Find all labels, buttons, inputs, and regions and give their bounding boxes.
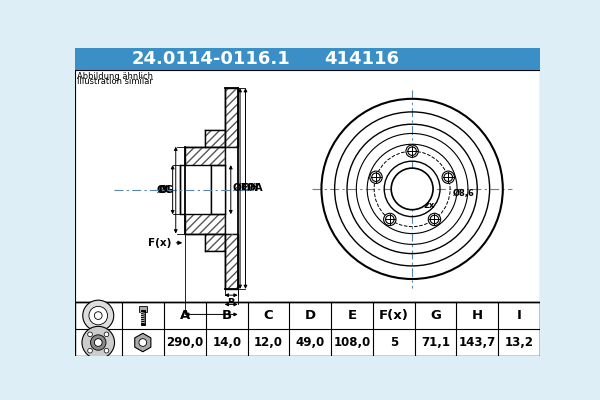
Text: 290,0: 290,0 — [166, 336, 203, 349]
Text: 5: 5 — [390, 336, 398, 349]
Text: ØG: ØG — [157, 185, 174, 195]
FancyBboxPatch shape — [75, 302, 540, 356]
Circle shape — [391, 168, 433, 210]
Circle shape — [317, 95, 506, 283]
Circle shape — [94, 312, 102, 320]
Circle shape — [82, 326, 115, 359]
Text: B: B — [227, 298, 235, 308]
Text: 24.0114-0116.1: 24.0114-0116.1 — [131, 50, 290, 68]
Text: C (MTH): C (MTH) — [229, 308, 272, 318]
Text: F(x): F(x) — [379, 309, 409, 322]
Polygon shape — [224, 234, 238, 289]
Text: D: D — [305, 309, 316, 322]
Text: 14,0: 14,0 — [212, 336, 241, 349]
Polygon shape — [185, 146, 224, 234]
Text: ØE: ØE — [232, 183, 248, 193]
Text: ØI: ØI — [158, 185, 171, 195]
Text: I: I — [517, 309, 521, 322]
Text: Abbildung ähnlich: Abbildung ähnlich — [77, 72, 154, 81]
Text: 143,7: 143,7 — [459, 336, 496, 349]
Text: 49,0: 49,0 — [296, 336, 325, 349]
Text: 414116: 414116 — [324, 50, 399, 68]
Text: 2x: 2x — [423, 201, 434, 210]
Text: Illustration similar: Illustration similar — [77, 77, 153, 86]
Circle shape — [444, 173, 452, 182]
Text: C: C — [264, 309, 274, 322]
Circle shape — [88, 348, 92, 353]
Polygon shape — [181, 165, 211, 214]
Text: ØA: ØA — [247, 183, 263, 193]
Text: H: H — [472, 309, 483, 322]
Text: 71,1: 71,1 — [421, 336, 450, 349]
Circle shape — [430, 215, 439, 224]
FancyBboxPatch shape — [75, 70, 540, 302]
Text: A: A — [180, 309, 190, 322]
Text: G: G — [430, 309, 441, 322]
Text: 13,2: 13,2 — [505, 336, 533, 349]
Text: 12,0: 12,0 — [254, 336, 283, 349]
Circle shape — [104, 348, 109, 353]
Circle shape — [88, 332, 92, 337]
Text: ØH: ØH — [242, 183, 259, 193]
Circle shape — [442, 171, 454, 184]
Circle shape — [370, 171, 382, 184]
Circle shape — [83, 300, 114, 331]
Text: F(x): F(x) — [148, 238, 171, 248]
Polygon shape — [224, 88, 238, 146]
FancyBboxPatch shape — [137, 84, 261, 308]
Text: 108,0: 108,0 — [334, 336, 371, 349]
Polygon shape — [135, 333, 151, 352]
Circle shape — [94, 339, 102, 346]
Circle shape — [372, 173, 380, 182]
Circle shape — [139, 339, 146, 346]
Circle shape — [428, 213, 440, 226]
Circle shape — [406, 145, 418, 157]
FancyBboxPatch shape — [139, 306, 146, 312]
Circle shape — [91, 335, 106, 350]
FancyBboxPatch shape — [75, 48, 540, 70]
Circle shape — [104, 332, 109, 337]
Circle shape — [408, 147, 416, 156]
Text: Ø8,6: Ø8,6 — [453, 189, 475, 198]
Circle shape — [386, 215, 394, 224]
Polygon shape — [211, 165, 224, 214]
Circle shape — [89, 306, 107, 325]
Text: D: D — [208, 318, 215, 328]
Circle shape — [383, 213, 396, 226]
Text: B: B — [222, 309, 232, 322]
Text: E: E — [347, 309, 356, 322]
